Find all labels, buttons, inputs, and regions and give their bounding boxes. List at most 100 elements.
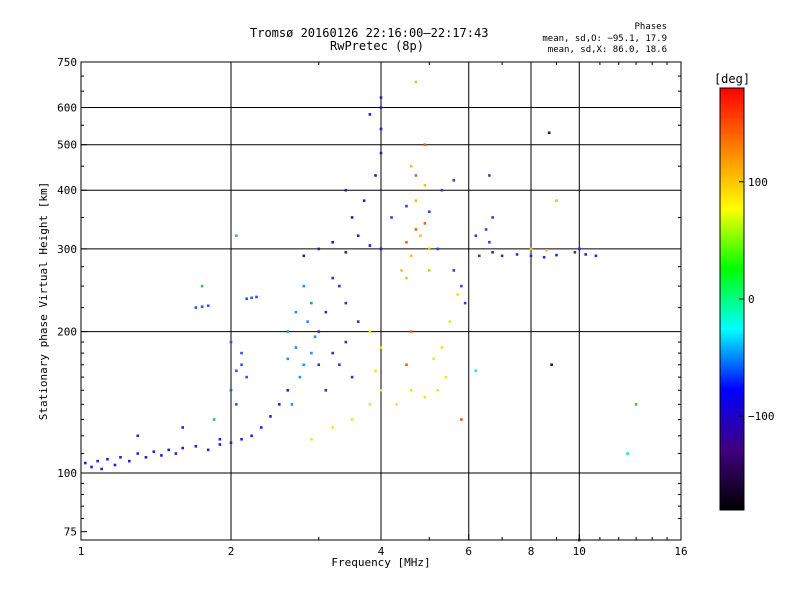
data-point	[409, 254, 413, 258]
data-point	[405, 276, 408, 280]
data-point	[160, 454, 163, 457]
data-point	[294, 310, 298, 314]
data-point	[529, 247, 533, 251]
data-point	[240, 351, 243, 355]
phases-mean-o: mean, sd,O: −95.1, 17.9	[542, 34, 667, 44]
data-point	[395, 403, 398, 406]
data-point	[313, 335, 317, 339]
data-point	[419, 234, 422, 238]
data-point	[350, 216, 354, 219]
data-point	[573, 251, 577, 254]
data-point	[229, 441, 233, 445]
data-point	[423, 143, 427, 147]
data-point	[229, 388, 233, 392]
data-point	[324, 310, 328, 314]
colorbar-tick-label: 0	[748, 293, 755, 306]
chart-title: Tromsø 20160126 22:16:00–22:17:43	[250, 26, 489, 40]
data-point	[440, 188, 444, 192]
colorbar-tick-label: 100	[748, 176, 768, 189]
data-point	[324, 388, 328, 392]
x-axis-ticks: 1 2 4 6 8 10 16	[78, 62, 688, 558]
data-point	[245, 375, 248, 379]
data-point	[555, 199, 558, 202]
data-point	[379, 106, 383, 109]
data-point	[235, 234, 238, 238]
data-point	[174, 452, 178, 455]
data-point	[491, 251, 494, 254]
data-point	[298, 375, 302, 379]
data-point	[206, 448, 210, 452]
data-point	[306, 320, 309, 323]
data-point	[409, 388, 413, 392]
data-point	[206, 304, 210, 308]
phases-mean-x: mean, sd,X: 86.0, 18.6	[547, 45, 667, 55]
data-point	[259, 426, 263, 429]
data-point	[167, 448, 171, 452]
colorbar-ticks: 100 0 −100	[739, 176, 775, 423]
data-point	[626, 452, 629, 455]
x-tick-label: 6	[465, 545, 472, 558]
data-point	[294, 346, 298, 349]
data-point	[113, 463, 117, 467]
grid-lines	[81, 62, 681, 540]
data-point	[290, 403, 294, 406]
data-point	[634, 403, 638, 406]
data-point	[374, 174, 377, 177]
data-point	[152, 450, 156, 454]
data-point	[488, 240, 491, 244]
data-point	[255, 295, 258, 299]
y-tick-label: 200	[57, 326, 77, 339]
data-point	[350, 375, 354, 379]
y-tick-label: 400	[57, 184, 77, 197]
data-point	[136, 434, 140, 438]
data-point	[200, 305, 204, 308]
data-point	[83, 461, 87, 465]
data-point	[409, 330, 413, 333]
colorbar-tick-label: −100	[748, 410, 775, 423]
x-tick-label: 16	[674, 545, 687, 558]
data-point	[250, 296, 253, 300]
data-point	[550, 363, 553, 367]
data-point	[235, 403, 238, 406]
y-axis-ticks: 75 100 200 300 400 500 600 750	[57, 56, 681, 539]
data-point	[240, 363, 243, 367]
x-axis-label: Frequency [MHz]	[331, 556, 430, 569]
data-point	[456, 293, 459, 296]
chart-subtitle: RwPretec (8p)	[330, 39, 424, 53]
data-point	[427, 247, 431, 251]
y-tick-label: 75	[64, 526, 77, 539]
data-point	[181, 446, 185, 450]
y-tick-label: 600	[57, 102, 77, 115]
data-point	[286, 357, 290, 361]
data-point	[555, 253, 558, 257]
data-point	[432, 357, 435, 361]
data-point	[478, 254, 481, 258]
x-tick-label: 1	[78, 545, 85, 558]
data-point	[452, 178, 456, 182]
data-point	[200, 284, 204, 288]
data-point	[368, 330, 372, 333]
data-point	[440, 346, 444, 349]
data-point	[286, 330, 290, 333]
data-point	[119, 455, 122, 459]
data-point	[488, 174, 491, 177]
data-point	[484, 228, 488, 231]
data-point	[379, 346, 383, 349]
data-point	[368, 113, 372, 116]
data-point	[460, 418, 463, 421]
data-point	[379, 127, 383, 131]
data-point	[127, 459, 131, 463]
data-point	[338, 284, 341, 288]
data-point	[390, 216, 393, 219]
data-point	[427, 269, 431, 272]
data-point	[218, 437, 222, 441]
x-tick-label: 8	[528, 545, 535, 558]
data-point	[379, 388, 383, 392]
data-point	[106, 457, 109, 461]
data-point	[423, 222, 427, 225]
data-point	[414, 228, 418, 231]
data-point	[414, 174, 418, 177]
y-tick-label: 300	[57, 243, 77, 256]
data-point	[405, 240, 408, 244]
